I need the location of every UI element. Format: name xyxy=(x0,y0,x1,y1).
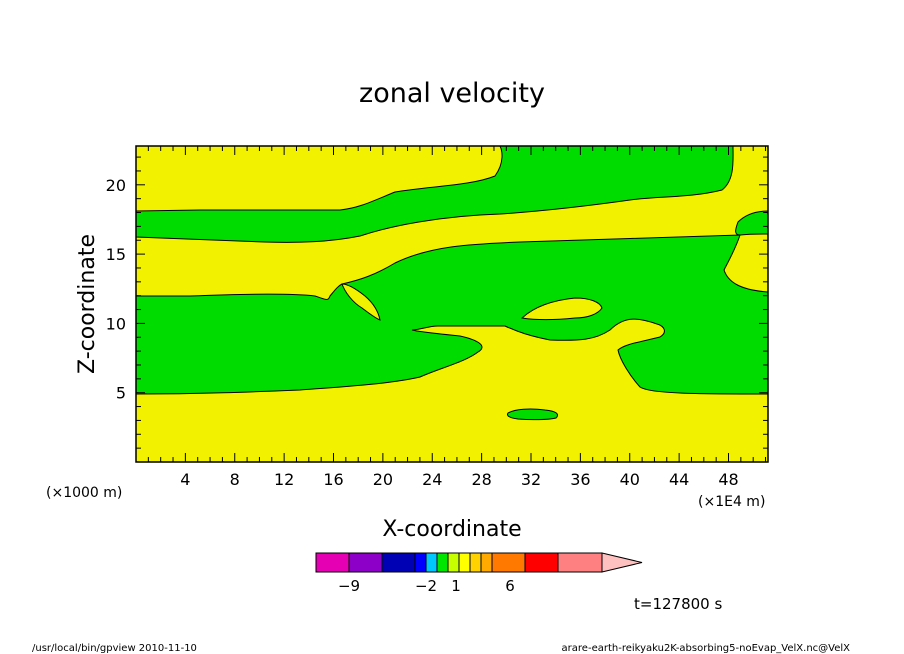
negative-bubble-lower xyxy=(507,408,558,421)
x-tick-label: 24 xyxy=(422,470,442,489)
colorbar-cell xyxy=(436,552,449,573)
x-axis-title: X-coordinate xyxy=(382,517,521,542)
y-tick-label: 15 xyxy=(106,245,126,264)
colorbar-cell xyxy=(381,552,416,573)
colorbar-cell xyxy=(524,552,559,573)
x-tick-label: 44 xyxy=(669,470,689,489)
colorbar-cell xyxy=(447,552,460,573)
negative-region-middle xyxy=(135,234,769,395)
colorbar-cell xyxy=(414,552,427,573)
x-tick-label: 4 xyxy=(180,470,190,489)
colorbar-arrow xyxy=(601,552,643,573)
footer-left: /usr/local/bin/gpview 2010-11-10 xyxy=(32,643,197,654)
y-tick-label: 5 xyxy=(116,384,126,403)
colorbar-cell xyxy=(315,552,350,573)
x-tick-label: 28 xyxy=(471,470,491,489)
footer-right: arare-earth-reikyaku2K-absorbing5-noEvap… xyxy=(562,643,851,654)
time-label: t=127800 s xyxy=(634,595,722,613)
x-tick-label: 20 xyxy=(373,470,393,489)
negative-region-left-tongue xyxy=(341,283,381,321)
colorbar-label: 6 xyxy=(505,577,515,595)
colorbar-label: 1 xyxy=(451,577,461,595)
x-tick-label: 48 xyxy=(718,470,738,489)
x-tick-label: 12 xyxy=(274,470,294,489)
y-tick-label: 20 xyxy=(106,176,126,195)
colorbar-cell xyxy=(491,552,526,573)
x-tick-label: 8 xyxy=(230,470,240,489)
negative-region-right-tongue xyxy=(735,210,769,236)
negative-region-top xyxy=(135,145,734,243)
x-tick-label: 32 xyxy=(521,470,541,489)
chart-title: zonal velocity xyxy=(359,78,545,109)
colorbar xyxy=(315,552,643,573)
y-scale-note: (×1000 m) xyxy=(46,485,122,501)
colorbar-cell xyxy=(557,552,603,573)
y-tick-label: 10 xyxy=(106,314,126,333)
x-tick-label: 36 xyxy=(570,470,590,489)
colorbar-cell xyxy=(425,552,438,573)
colorbar-label: −9 xyxy=(338,577,360,595)
x-tick-label: 40 xyxy=(620,470,640,489)
colorbar-label: −2 xyxy=(415,577,437,595)
colorbar-cell xyxy=(469,552,482,573)
positive-bubble-center xyxy=(520,297,603,320)
colorbar-cell xyxy=(348,552,383,573)
colorbar-cell xyxy=(480,552,493,573)
x-tick-label: 16 xyxy=(323,470,343,489)
x-scale-note: (×1E4 m) xyxy=(698,494,765,510)
colorbar-cell xyxy=(458,552,471,573)
plot-frame xyxy=(135,145,769,463)
y-axis-title: Z-coordinate xyxy=(75,234,100,374)
